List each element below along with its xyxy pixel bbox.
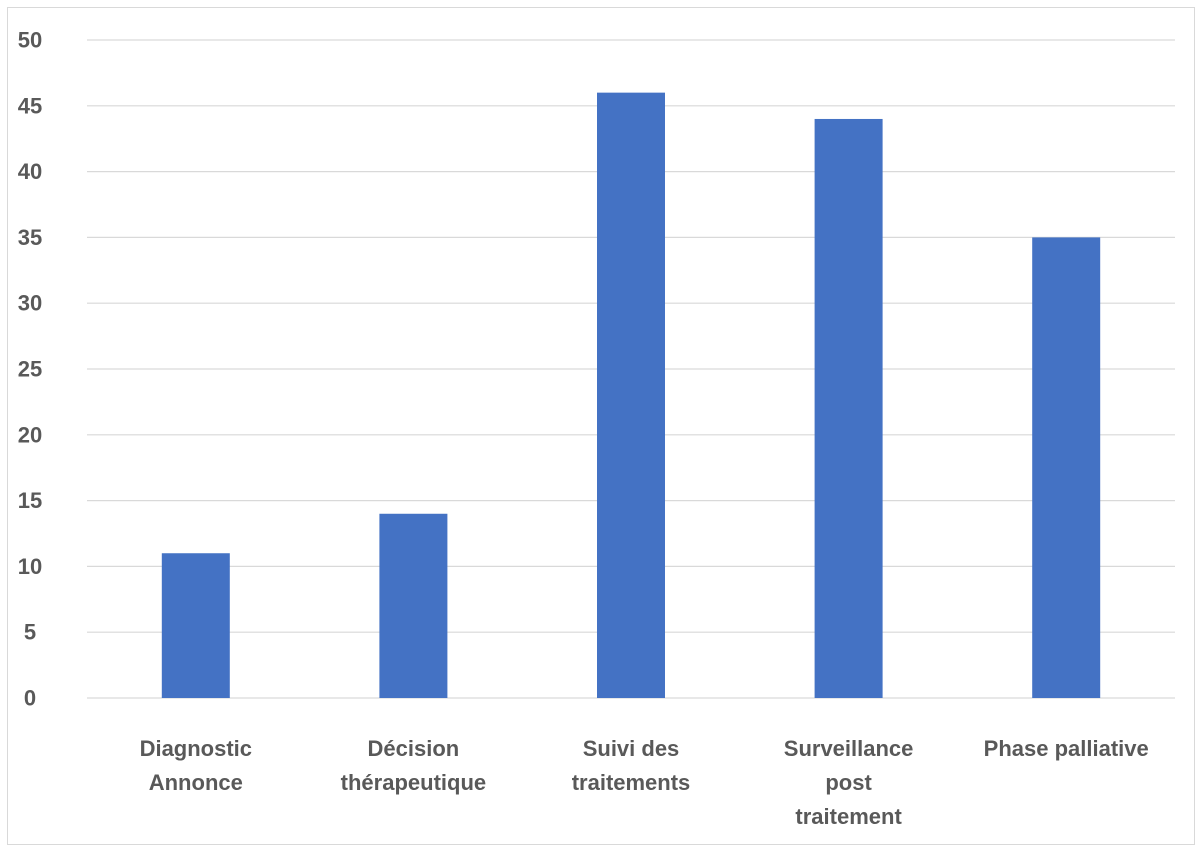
x-category-label: Décision thérapeutique	[341, 736, 486, 795]
y-tick-label: 30	[18, 291, 42, 316]
y-tick-label: 25	[18, 357, 42, 382]
bar	[814, 118, 883, 698]
y-tick-label: 45	[18, 93, 42, 118]
x-category-label: Diagnostic Annonce	[140, 736, 252, 795]
y-tick-label: 15	[18, 488, 42, 513]
bar	[161, 553, 230, 698]
y-tick-label: 35	[18, 225, 42, 250]
bars	[161, 92, 1101, 698]
y-tick-label: 50	[18, 28, 42, 53]
y-tick-label: 5	[24, 620, 36, 645]
x-category-label: Surveillance post traitement	[784, 736, 914, 829]
bar	[379, 513, 448, 698]
y-tick-label: 40	[18, 159, 42, 184]
bar	[597, 92, 665, 698]
bar	[1032, 237, 1101, 698]
x-category-label: Suivi des traitements	[572, 736, 691, 795]
y-axis-tick-labels: 0 5 10 15 20 25 30 35 40 45 50	[18, 28, 42, 711]
y-tick-label: 0	[24, 686, 36, 711]
y-tick-label: 10	[18, 554, 42, 579]
x-category-label: Phase palliative	[984, 736, 1149, 761]
x-axis-category-labels: Diagnostic Annonce Décision thérapeutique Su…	[140, 736, 1149, 829]
y-tick-label: 20	[18, 422, 42, 447]
